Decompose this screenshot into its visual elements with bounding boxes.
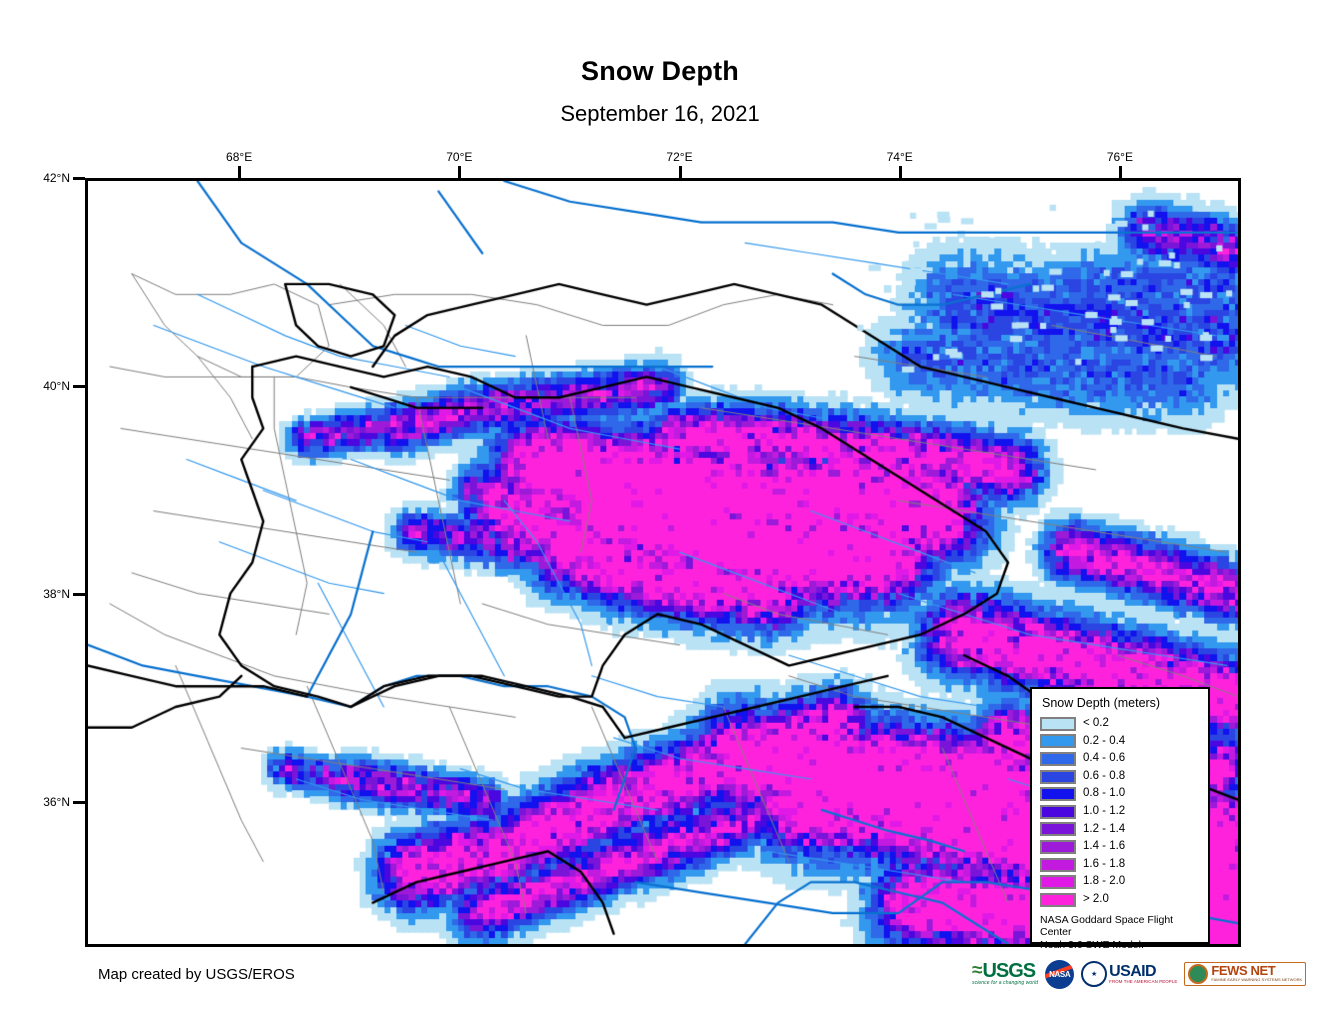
x-tickmark-1 — [458, 166, 462, 178]
fews-wordmark: FEWS NET — [1211, 963, 1276, 978]
legend-row-4: 0.8 - 1.0 — [1040, 785, 1200, 803]
legend-label-6: 1.2 - 1.4 — [1083, 822, 1126, 835]
y-tickmark-0 — [73, 177, 85, 180]
x-tickmark-4 — [1118, 166, 1122, 178]
legend-swatch-3 — [1040, 769, 1076, 784]
legend-row-7: 1.4 - 1.6 — [1040, 838, 1200, 856]
x-tickmark-0 — [238, 166, 242, 178]
y-tickmark-1 — [73, 384, 85, 388]
legend-row-6: 1.2 - 1.4 — [1040, 821, 1200, 839]
legend-label-0: < 0.2 — [1083, 717, 1109, 730]
legend-row-9: 1.8 - 2.0 — [1040, 873, 1200, 891]
x-tick-label-4: 76°E — [1106, 150, 1133, 164]
usaid-wordmark: USAID — [1109, 963, 1156, 980]
legend-swatch-2 — [1040, 751, 1076, 766]
legend-label-9: 1.8 - 2.0 — [1083, 875, 1126, 888]
usgs-wordmark: USGS — [982, 960, 1036, 982]
legend-swatch-8 — [1040, 857, 1076, 872]
x-tickmark-3 — [898, 166, 902, 178]
y-tick-label-3: 36°N — [43, 794, 70, 809]
legend-row-2: 0.4 - 0.6 — [1040, 750, 1200, 768]
nasa-wordmark: NASA — [1049, 969, 1071, 979]
x-tickmark-2 — [678, 166, 682, 178]
legend-label-7: 1.4 - 1.6 — [1083, 840, 1126, 853]
legend-label-4: 0.8 - 1.0 — [1083, 787, 1126, 800]
agency-logo-row: ≈ USGS science for a changing world NASA… — [972, 957, 1307, 991]
legend-swatch-9 — [1040, 875, 1076, 890]
page-title: Snow Depth — [581, 56, 739, 86]
usaid-tagline: FROM THE AMERICAN PEOPLE — [1109, 979, 1178, 984]
legend-label-2: 0.4 - 0.6 — [1083, 752, 1126, 765]
legend-note-line2: Noah 3.6 SWE Model. — [1040, 938, 1144, 951]
legend-row-1: 0.2 - 0.4 — [1040, 733, 1200, 751]
legend-row-5: 1.0 - 1.2 — [1040, 803, 1200, 821]
x-tick-label-0: 68°E — [226, 150, 253, 164]
y-tickmark-2 — [73, 592, 85, 596]
usaid-seal-icon: ★ — [1081, 961, 1108, 987]
x-tick-label-1: 70°E — [446, 150, 473, 164]
fews-tagline: FAMINE EARLY WARNING SYSTEMS NETWORK — [1211, 977, 1303, 982]
legend-row-10: > 2.0 — [1040, 891, 1200, 909]
legend-class-list: < 0.2 0.2 - 0.4 0.4 - 0.6 0.6 - 0.8 0.8 - 1.… — [1040, 715, 1200, 909]
legend-swatch-1 — [1040, 734, 1076, 749]
nasa-logo: NASA — [1045, 959, 1075, 989]
x-tick-label-2: 72°E — [666, 150, 693, 164]
page-subtitle: September 16, 2021 — [560, 101, 760, 126]
legend-row-0: < 0.2 — [1040, 715, 1200, 733]
legend-swatch-0 — [1040, 716, 1076, 731]
usgs-tagline: science for a changing world — [972, 980, 1039, 986]
legend-title: Snow Depth (meters) — [1042, 696, 1161, 710]
usaid-logo: ★ USAID FROM THE AMERICAN PEOPLE — [1081, 959, 1177, 989]
legend-label-1: 0.2 - 0.4 — [1083, 734, 1126, 747]
map-legend: Snow Depth (meters) < 0.2 0.2 - 0.4 0.4 - … — [1030, 687, 1210, 951]
legend-label-3: 0.6 - 0.8 — [1083, 769, 1126, 782]
legend-swatch-7 — [1040, 839, 1076, 854]
x-tick-label-3: 74°E — [886, 150, 913, 164]
legend-label-10: > 2.0 — [1083, 892, 1109, 905]
legend-label-5: 1.0 - 1.2 — [1083, 805, 1126, 818]
y-tickmark-3 — [73, 800, 85, 804]
legend-label-8: 1.6 - 1.8 — [1083, 857, 1126, 870]
map-credit: Map created by USGS/EROS — [98, 966, 295, 983]
usgs-wave-icon: ≈ — [972, 960, 983, 981]
legend-swatch-5 — [1040, 804, 1076, 819]
legend-row-3: 0.6 - 0.8 — [1040, 768, 1200, 786]
y-tick-label-2: 38°N — [43, 586, 70, 601]
legend-source-note: NASA Goddard Space Flight Center Noah 3.… — [1040, 914, 1200, 952]
y-tick-label-1: 40°N — [43, 378, 70, 393]
fews-globe-icon — [1188, 964, 1209, 984]
legend-row-8: 1.6 - 1.8 — [1040, 856, 1200, 874]
legend-note-line1: NASA Goddard Space Flight Center — [1040, 913, 1174, 939]
legend-swatch-4 — [1040, 787, 1076, 802]
usgs-logo: ≈ USGS science for a changing world — [972, 959, 1038, 989]
legend-swatch-10 — [1040, 892, 1076, 907]
fews-net-logo: FEWS NET FAMINE EARLY WARNING SYSTEMS NE… — [1184, 959, 1307, 989]
legend-swatch-6 — [1040, 822, 1076, 837]
y-tick-label-0: 42°N — [43, 171, 70, 185]
